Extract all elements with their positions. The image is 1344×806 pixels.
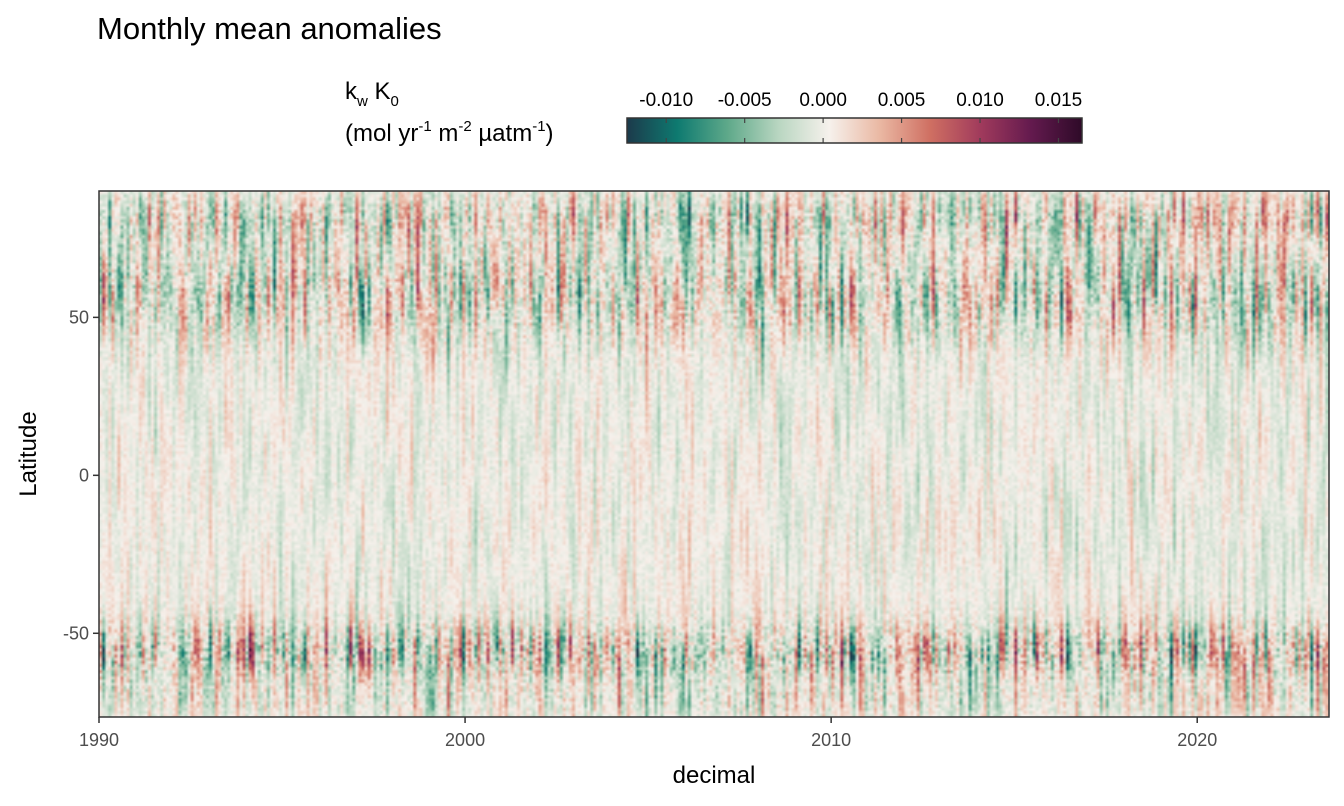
colorbar-tick-label: 0.015 <box>1035 90 1083 111</box>
y-axis-title: Latitude <box>15 411 42 496</box>
svg-text:(mol yr-1 m-2 µatm-1): (mol yr-1 m-2 µatm-1) <box>345 118 554 147</box>
colorbar: -0.010 -0.005 0.000 0.005 0.010 0.015 <box>626 90 1083 144</box>
x-axis-tick-label: 2020 <box>1177 730 1217 750</box>
x-axis-tick-label: 1990 <box>79 730 119 750</box>
legend-title: kw K0 (mol yr-1 m-2 µatm-1) <box>345 78 554 147</box>
chart-title: Monthly mean anomalies <box>97 11 442 46</box>
svg-text:kw K0: kw K0 <box>345 78 399 110</box>
panel-border <box>98 190 1330 718</box>
x-axis-title: decimal <box>673 762 756 789</box>
colorbar-tick-label: 0.005 <box>878 90 926 111</box>
heatmap-cells <box>99 191 1329 717</box>
x-axis-tick-label: 2010 <box>811 730 851 750</box>
x-axis-tick-label: 2000 <box>445 730 485 750</box>
heatmap-panel <box>99 191 1329 717</box>
y-axis: -50 0 50 <box>63 307 99 643</box>
y-axis-tick-label: -50 <box>63 623 89 643</box>
colorbar-tick-label: 0.000 <box>799 90 847 111</box>
colorbar-tick-label: -0.010 <box>639 90 693 111</box>
y-axis-tick-label: 50 <box>69 307 89 327</box>
colorbar-tick-label: -0.005 <box>718 90 772 111</box>
colorbar-frame <box>626 117 1083 144</box>
colorbar-tick-label: 0.010 <box>956 90 1004 111</box>
y-axis-tick-label: 0 <box>79 465 89 485</box>
colorbar-gradient <box>627 118 1082 143</box>
x-axis: 1990 2000 2010 2020 <box>79 717 1217 750</box>
